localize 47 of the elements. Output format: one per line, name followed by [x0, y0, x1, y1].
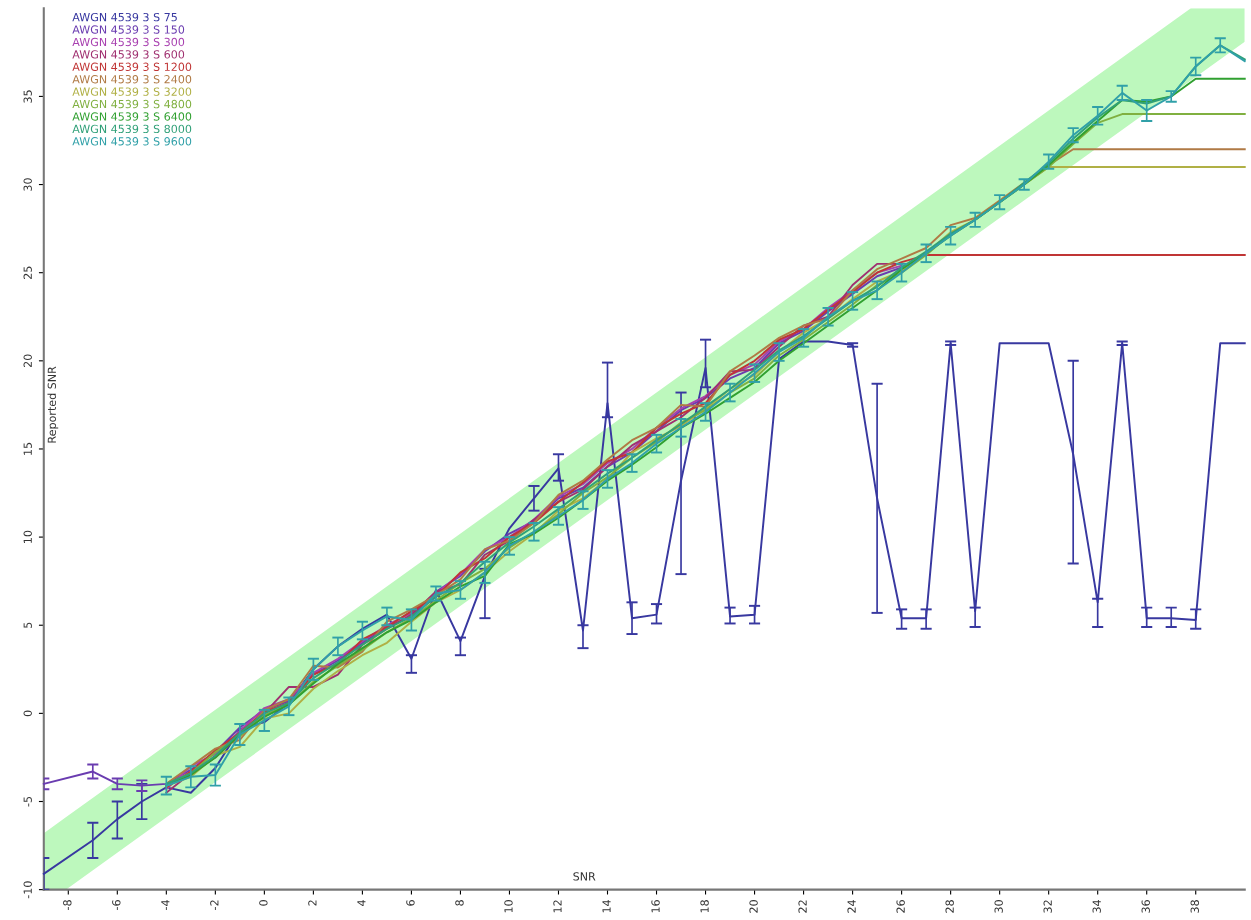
text: AWGN 4539 3 S 4800 — [72, 99, 192, 109]
x-tick-label: -6 — [112, 900, 121, 910]
x-tick-label: 14 — [602, 899, 611, 913]
x-tick-label: -8 — [63, 900, 72, 910]
x-tick-label: 10 — [504, 900, 513, 913]
x-tick-label: 6 — [406, 900, 415, 906]
y-tick-label: -5 — [23, 796, 32, 807]
x-tick-label: 26 — [896, 900, 905, 913]
text: AWGN 4539 3 S 9600 — [72, 137, 192, 146]
x-tick-label: 24 — [847, 899, 856, 913]
y-tick-label: 30 — [23, 178, 32, 191]
y-tick-label: 35 — [23, 90, 32, 103]
y-tick-label: 5 — [23, 622, 32, 628]
y-tick-label: -10 — [23, 881, 32, 899]
text: AWGN 4539 3 S 2400 — [72, 75, 192, 84]
x-tick-label: -4 — [161, 899, 170, 910]
x-tick-label: 12 — [553, 900, 562, 913]
text: AWGN 4539 3 S 150 — [72, 25, 185, 34]
text: AWGN 4539 3 S 75 — [72, 12, 177, 22]
y-tick-label: 25 — [23, 266, 32, 279]
text: AWGN 4539 3 S 300 — [72, 37, 185, 47]
x-tick-label: 36 — [1141, 900, 1150, 913]
x-tick-label: 28 — [945, 900, 954, 913]
text: AWGN 4539 3 S 3200 — [72, 87, 192, 96]
x-tick-label: 32 — [1043, 900, 1052, 913]
text: AWGN 4539 3 S 1200 — [72, 62, 192, 72]
text: AWGN 4539 3 S 6400 — [72, 112, 192, 121]
x-tick-label: 22 — [798, 900, 807, 913]
x-tick-label: 8 — [455, 900, 464, 906]
y-axis-title: Reported SNR — [47, 366, 59, 443]
x-tick-label: 16 — [651, 900, 660, 913]
x-tick-label: 38 — [1190, 900, 1199, 913]
y-tick-label: 10 — [23, 530, 32, 543]
x-tick-label: 0 — [259, 900, 268, 906]
text: AWGN 4539 3 S 8000 — [72, 124, 192, 134]
x-tick-label: 34 — [1092, 899, 1101, 913]
y-tick-label: 15 — [23, 442, 32, 455]
text: AWGN 4539 3 S 600 — [72, 50, 185, 59]
x-tick-label: 30 — [994, 900, 1003, 913]
y-tick-label: 20 — [23, 354, 32, 368]
y-tick-label: 0 — [23, 710, 32, 717]
x-axis-title: SNR — [573, 872, 596, 881]
x-tick-label: 20 — [749, 900, 758, 913]
x-tick-label: -2 — [210, 900, 219, 910]
x-tick-label: 4 — [357, 899, 366, 906]
x-tick-label: 18 — [700, 900, 709, 913]
x-tick-label: 2 — [308, 900, 317, 906]
